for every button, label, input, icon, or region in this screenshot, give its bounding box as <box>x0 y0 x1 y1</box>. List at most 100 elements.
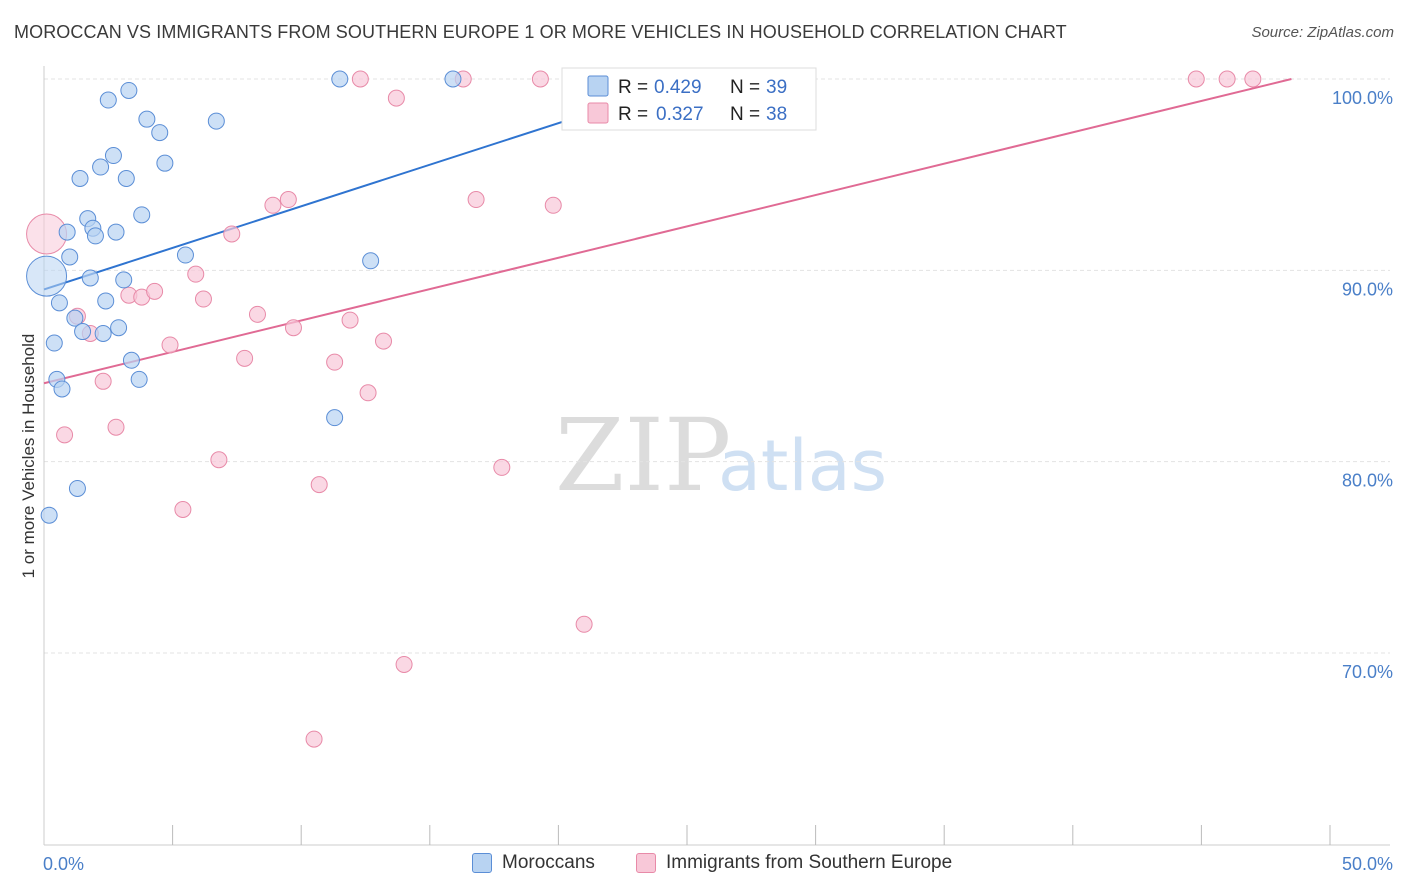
point-moroccans-23 <box>115 271 133 289</box>
point-moroccans-18 <box>97 292 115 310</box>
point-moroccans-21 <box>107 223 125 241</box>
axes <box>43 66 1390 846</box>
source-label: Source: ZipAtlas.com <box>1251 24 1394 41</box>
legend-swatch-southern-europe <box>587 102 609 124</box>
point-moroccans-7 <box>61 248 79 266</box>
point-moroccans-30 <box>151 124 169 142</box>
legend-r-value-1: 0.429 <box>654 77 702 98</box>
point-moroccans-34 <box>326 409 344 427</box>
point-southern-europe-25 <box>359 384 377 402</box>
point-southern-europe-35 <box>1187 70 1205 88</box>
bottom-legend-swatch-moroccans <box>472 853 492 873</box>
point-southern-europe-4 <box>94 372 112 390</box>
x-tick-label-1: 50.0% <box>1342 854 1393 874</box>
point-moroccans-6 <box>58 223 76 241</box>
legend-n-label-2: N = <box>730 104 760 125</box>
bottom-legend-label-southern-europe: Immigrants from Southern Europe <box>666 852 953 873</box>
stats-legend: R = 0.429 N = 39 R = 0.327 N = 38 <box>561 67 817 131</box>
point-southern-europe-13 <box>210 451 228 469</box>
point-moroccans-0 <box>26 255 68 297</box>
point-southern-europe-22 <box>326 353 344 371</box>
point-southern-europe-31 <box>493 458 511 476</box>
point-moroccans-27 <box>130 370 148 388</box>
y-tick-label-3: 70.0% <box>1342 662 1393 682</box>
legend-n-value-1: 39 <box>766 77 787 98</box>
legend-r-value-2: 0.327 <box>656 104 704 125</box>
point-moroccans-29 <box>138 110 156 128</box>
point-moroccans-32 <box>176 246 194 264</box>
point-southern-europe-27 <box>387 89 405 107</box>
point-southern-europe-5 <box>107 418 125 436</box>
point-southern-europe-20 <box>305 730 323 748</box>
point-southern-europe-10 <box>174 501 192 518</box>
point-moroccans-25 <box>120 81 138 99</box>
point-southern-europe-36 <box>1218 70 1236 88</box>
point-moroccans-24 <box>117 169 135 187</box>
legend-n-value-2: 38 <box>766 104 787 125</box>
x-tick-label-0: 0.0% <box>43 854 84 874</box>
point-moroccans-9 <box>68 479 86 497</box>
point-moroccans-26 <box>122 351 140 369</box>
y-tick-labels: 100.0% 90.0% 80.0% 70.0% <box>1332 88 1393 682</box>
bottom-legend: Moroccans Immigrants from Southern Europ… <box>0 852 1406 878</box>
point-moroccans-8 <box>66 309 84 327</box>
point-southern-europe-8 <box>146 282 164 300</box>
point-moroccans-10 <box>71 169 89 187</box>
point-moroccans-37 <box>444 70 462 88</box>
point-moroccans-20 <box>104 147 122 165</box>
bottom-legend-swatch-southern-europe <box>636 853 656 873</box>
point-moroccans-4 <box>50 294 68 312</box>
point-moroccans-13 <box>81 269 99 287</box>
y-axis-label: 1 or more Vehicles in Household <box>19 334 38 579</box>
watermark-zip: ZIP <box>555 397 731 514</box>
bottom-legend-item-moroccans: Moroccans <box>472 852 595 874</box>
legend-r-label-1: R = <box>618 77 648 98</box>
point-moroccans-36 <box>362 252 380 270</box>
point-southern-europe-32 <box>531 70 549 88</box>
point-moroccans-33 <box>207 112 225 130</box>
point-moroccans-28 <box>133 206 151 224</box>
point-southern-europe-18 <box>279 191 297 209</box>
point-southern-europe-21 <box>310 476 328 494</box>
point-southern-europe-30 <box>467 191 485 209</box>
legend-swatch-moroccans <box>587 75 609 97</box>
point-southern-europe-11 <box>187 265 205 283</box>
point-moroccans-2 <box>45 334 63 352</box>
point-moroccans-15 <box>86 227 104 245</box>
bottom-legend-label-moroccans: Moroccans <box>502 852 595 873</box>
point-southern-europe-16 <box>248 305 266 323</box>
legend-n-label-1: N = <box>730 77 760 98</box>
legend-r-label-2: R = <box>618 104 648 125</box>
y-tick-label-2: 80.0% <box>1342 471 1393 491</box>
point-moroccans-1 <box>40 506 58 524</box>
point-moroccans-16 <box>92 158 110 176</box>
point-moroccans-31 <box>156 154 174 172</box>
point-southern-europe-33 <box>544 196 562 214</box>
chart-title: MOROCCAN VS IMMIGRANTS FROM SOUTHERN EUR… <box>14 22 1067 42</box>
point-southern-europe-9 <box>161 336 179 354</box>
point-moroccans-11 <box>74 323 92 341</box>
point-moroccans-17 <box>94 324 112 342</box>
point-southern-europe-14 <box>223 225 241 243</box>
point-southern-europe-19 <box>284 319 302 337</box>
y-tick-label-1: 90.0% <box>1342 279 1393 299</box>
y-tick-label-0: 100.0% <box>1332 88 1393 108</box>
point-moroccans-19 <box>99 91 117 109</box>
watermark-atlas: atlas <box>718 425 887 507</box>
trend-line-southern-europe <box>43 78 1292 385</box>
watermark: ZIP atlas <box>555 397 887 514</box>
point-moroccans-5 <box>53 380 71 398</box>
point-southern-europe-26 <box>375 332 393 350</box>
x-tick-labels: 0.0% 50.0% <box>43 854 1393 874</box>
point-southern-europe-17 <box>264 196 282 214</box>
point-southern-europe-24 <box>351 70 369 88</box>
point-southern-europe-1 <box>56 426 74 444</box>
point-southern-europe-23 <box>341 311 359 329</box>
point-southern-europe-37 <box>1244 70 1262 88</box>
point-southern-europe-34 <box>575 615 593 633</box>
point-southern-europe-15 <box>236 349 254 367</box>
bottom-legend-item-southern-europe: Immigrants from Southern Europe <box>636 852 952 874</box>
point-southern-europe-28 <box>395 655 413 673</box>
point-moroccans-22 <box>110 319 128 337</box>
